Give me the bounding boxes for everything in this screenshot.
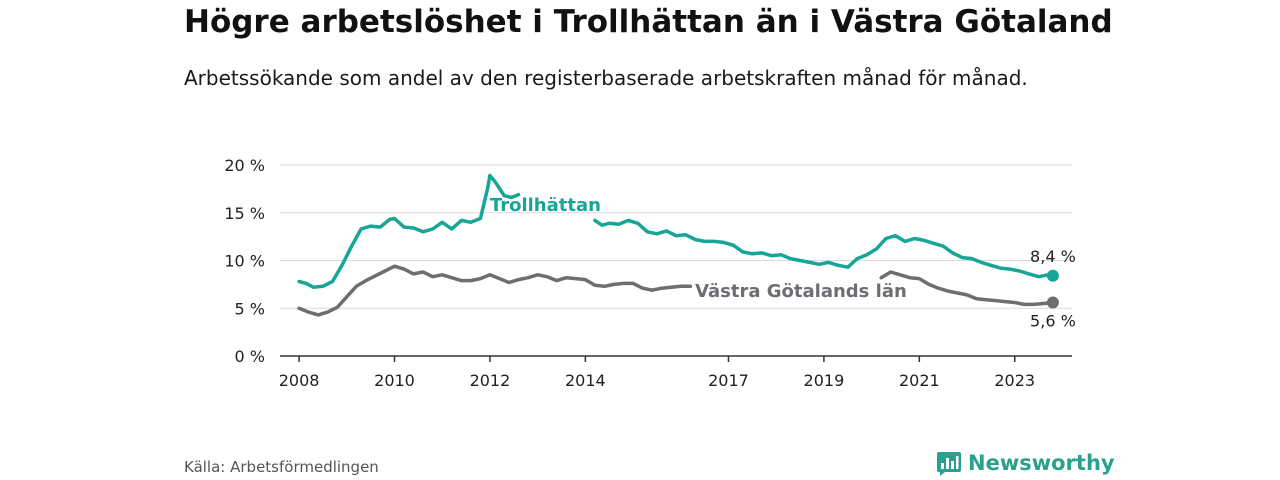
series-lines bbox=[297, 173, 1059, 317]
x-tick-label: 2012 bbox=[470, 371, 511, 390]
series-line-1 bbox=[297, 264, 1055, 317]
newsworthy-logo-text: Newsworthy bbox=[968, 451, 1115, 475]
series-line-0 bbox=[297, 173, 1055, 289]
y-axis-ticks: 0 % 5 % 10 % 15 % 20 % bbox=[224, 156, 265, 366]
x-tick-label: 2010 bbox=[374, 371, 415, 390]
y-tick-label: 5 % bbox=[235, 299, 265, 318]
y-tick-label: 15 % bbox=[224, 204, 265, 223]
x-tick-label: 2017 bbox=[708, 371, 749, 390]
series-name-label-1: Västra Götalands län bbox=[695, 281, 907, 302]
newsworthy-logo-icon bbox=[937, 452, 961, 476]
x-tick-label: 2008 bbox=[279, 371, 320, 390]
chart-subtitle: Arbetssökande som andel av den registerb… bbox=[184, 66, 1028, 90]
series-end-label-1: 5,6 % bbox=[1030, 312, 1076, 331]
series-end-dot-0 bbox=[1046, 269, 1059, 282]
y-tick-label: 0 % bbox=[235, 347, 265, 366]
x-tick-label: 2014 bbox=[565, 371, 606, 390]
newsworthy-logo: Newsworthy bbox=[936, 448, 1115, 478]
x-axis-ticks: 2008 2010 2012 2014 2017 2019 2021 2023 bbox=[279, 356, 1035, 390]
x-tick-label: 2023 bbox=[994, 371, 1035, 390]
x-tick-label: 2021 bbox=[899, 371, 940, 390]
series-end-label-0: 8,4 % bbox=[1030, 247, 1076, 266]
series-labels: 8,4 % 5,6 % Trollhättan Västra Götalands lä… bbox=[490, 195, 1076, 331]
series-end-dot-1 bbox=[1046, 296, 1059, 309]
grid-lines bbox=[280, 164, 1072, 309]
chart-title: Högre arbetslöshet i Trollhättan än i Vä… bbox=[184, 4, 1113, 40]
y-tick-label: 20 % bbox=[224, 156, 265, 175]
series-name-label-0: Trollhättan bbox=[490, 195, 601, 216]
y-tick-label: 10 % bbox=[224, 252, 265, 271]
x-tick-label: 2019 bbox=[804, 371, 845, 390]
source-note: Källa: Arbetsförmedlingen bbox=[184, 458, 379, 476]
